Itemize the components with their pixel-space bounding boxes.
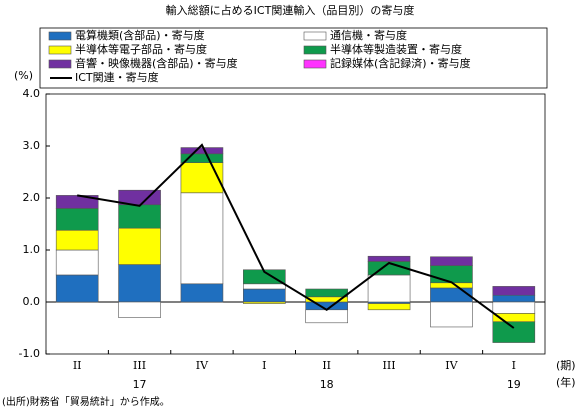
- bar-segment: [367, 255, 411, 262]
- y-tick-label: 1.0: [23, 243, 41, 256]
- bar-segment: [243, 283, 286, 290]
- bar-segment: [118, 227, 161, 265]
- bar-segment: [430, 256, 473, 266]
- bar-segment: [55, 229, 99, 251]
- legend-swatch: [303, 45, 327, 55]
- bar-segment: [430, 265, 473, 284]
- y-tick-label: 2.0: [23, 191, 41, 204]
- legend-label: ICT関連・寄与度: [75, 70, 159, 84]
- legend-swatch: [303, 31, 327, 41]
- year-label: 17: [133, 378, 147, 391]
- bar-segment: [180, 147, 224, 155]
- legend-label: 半導体等電子部品・寄与度: [75, 42, 207, 56]
- x-tick-label: I: [262, 359, 266, 372]
- legend-swatch: [48, 59, 72, 69]
- legend-label: 音響・映像機器(含部品)・寄与度: [75, 56, 238, 70]
- bar-segment: [180, 162, 224, 194]
- bar-segment: [492, 301, 536, 314]
- bar-segment: [492, 294, 536, 303]
- y-tick-label: 3.0: [23, 139, 41, 152]
- bar-segment: [430, 287, 473, 303]
- legend-swatch: [48, 45, 72, 55]
- legend-label: 通信機・寄与度: [330, 28, 407, 42]
- y-tick-label: 0.0: [23, 295, 41, 308]
- x-tick-label: II: [322, 359, 331, 372]
- bar-segment: [492, 321, 536, 343]
- bar-segment: [180, 192, 224, 285]
- bar-segment: [243, 301, 286, 304]
- legend-label: 電算機類(含部品)・寄与度: [75, 28, 205, 42]
- legend-box: [39, 27, 548, 89]
- bar-segment: [243, 288, 286, 303]
- bar-segment: [55, 274, 99, 303]
- year-label: 18: [320, 378, 334, 391]
- year-label: 19: [507, 378, 521, 391]
- chart-title: 輸入総額に占めるICT関連輸入（品目別）の寄与度: [166, 3, 415, 17]
- legend-swatch: [48, 31, 72, 41]
- ict-line: [77, 143, 515, 329]
- x-unit-period: (期): [556, 359, 576, 372]
- source-note: (出所)財務省「貿易統計」から作成。: [2, 395, 170, 408]
- bar-segment: [367, 274, 411, 303]
- legend-swatch: [303, 59, 327, 69]
- bar-segment: [118, 301, 161, 318]
- x-unit-year: (年): [556, 375, 576, 389]
- y-tick-label: -1.0: [19, 347, 40, 360]
- bar-segment: [55, 249, 99, 276]
- bar-segment: [55, 208, 99, 231]
- x-tick-label: I: [512, 359, 516, 372]
- bar-segment: [492, 286, 536, 296]
- x-tick-label: IV: [196, 359, 209, 372]
- x-tick-label: III: [133, 359, 146, 372]
- legend-label: 半導体等製造装置・寄与度: [330, 42, 462, 56]
- x-tick-label: II: [73, 359, 82, 372]
- bar-segment: [180, 283, 224, 303]
- y-unit: (%): [14, 69, 33, 82]
- bar-segment: [430, 282, 473, 289]
- bar-segment: [305, 309, 348, 324]
- bar-segment: [305, 288, 348, 298]
- y-tick-label: 4.0: [23, 87, 41, 100]
- x-tick-label: III: [383, 359, 396, 372]
- bar-segment: [367, 303, 411, 311]
- bar-segment: [118, 204, 161, 229]
- bar-segment: [430, 301, 473, 328]
- x-tick-label: IV: [445, 359, 458, 372]
- bar-segment: [118, 264, 161, 303]
- legend-label: 記録媒体(含記録済)・寄与度: [330, 56, 471, 70]
